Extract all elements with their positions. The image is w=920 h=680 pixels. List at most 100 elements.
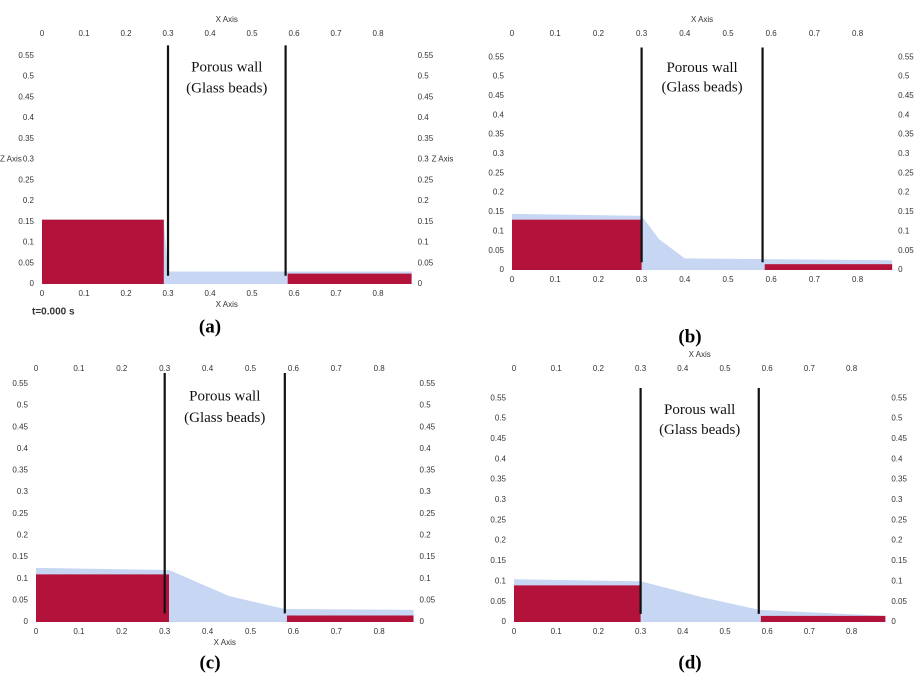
x-tick-label: 0.1 bbox=[550, 29, 562, 38]
annotation: Porous wall bbox=[664, 402, 735, 418]
x-tick-label: 0.6 bbox=[766, 29, 778, 38]
x-tick-label: 0.2 bbox=[593, 627, 605, 636]
y-tick-label: 0.05 bbox=[12, 595, 28, 604]
downstream-fluid bbox=[287, 273, 412, 284]
annotation: Porous wall bbox=[191, 60, 262, 76]
x-tick-label: 0.1 bbox=[550, 275, 562, 284]
x-axis-title: X Axis bbox=[216, 300, 238, 309]
y-tick-label: 0.4 bbox=[420, 444, 432, 453]
y-tick-label: 0.1 bbox=[898, 226, 910, 235]
x-tick-label: 0.2 bbox=[593, 275, 605, 284]
y-tick-label: 0.2 bbox=[23, 196, 35, 205]
y-tick-label: 0.45 bbox=[490, 434, 506, 443]
y-tick-label: 0.35 bbox=[18, 134, 34, 143]
x-tick-label: 0.4 bbox=[677, 627, 689, 636]
y-tick-label: 0 bbox=[24, 617, 29, 626]
x-tick-label: 0.4 bbox=[679, 29, 691, 38]
x-tick-label: 0.7 bbox=[809, 275, 821, 284]
x-tick-label: 0.4 bbox=[679, 275, 691, 284]
x-tick-label: 0.4 bbox=[202, 627, 214, 636]
y-tick-label: 0.25 bbox=[420, 509, 436, 518]
y-tick-label: 0.5 bbox=[891, 414, 903, 423]
y-tick-label: 0.5 bbox=[495, 414, 507, 423]
x-tick-label: 0.4 bbox=[677, 364, 689, 373]
y-tick-label: 0.15 bbox=[420, 552, 436, 561]
x-tick-label: 0 bbox=[510, 275, 515, 284]
x-tick-label: 0.5 bbox=[722, 275, 734, 284]
y-tick-label: 0.15 bbox=[18, 217, 34, 226]
x-tick-label: 0.6 bbox=[288, 364, 300, 373]
y-tick-label: 0.3 bbox=[898, 149, 910, 158]
x-tick-label: 0.8 bbox=[374, 364, 386, 373]
x-tick-label: 0 bbox=[40, 29, 45, 38]
y-tick-label: 0.5 bbox=[898, 72, 910, 81]
downstream-fluid bbox=[286, 615, 414, 622]
x-tick-label: 0.3 bbox=[159, 364, 171, 373]
y-tick-label: 0.45 bbox=[18, 92, 34, 101]
y-tick-label: 0.25 bbox=[898, 168, 914, 177]
y-tick-label: 0.35 bbox=[488, 130, 504, 139]
y-tick-label: 0.1 bbox=[495, 576, 507, 585]
x-tick-label: 0.4 bbox=[202, 364, 214, 373]
annotation: (Glass beads) bbox=[659, 422, 740, 438]
y-tick-label: 0.4 bbox=[891, 454, 903, 463]
y-tick-label: 0.5 bbox=[17, 401, 29, 410]
y-tick-label: 0.15 bbox=[898, 207, 914, 216]
y-tick-label: 0.55 bbox=[418, 51, 434, 60]
annotation: (Glass beads) bbox=[186, 80, 267, 96]
x-tick-label: 0.4 bbox=[204, 29, 216, 38]
annotation: Porous wall bbox=[666, 60, 737, 76]
x-tick-label: 0.2 bbox=[593, 29, 605, 38]
x-tick-label: 0 bbox=[40, 289, 45, 298]
y-tick-label: 0.05 bbox=[420, 595, 436, 604]
y-tick-label: 0.15 bbox=[490, 556, 506, 565]
y-tick-label: 0.15 bbox=[891, 556, 907, 565]
y-tick-label: 0 bbox=[420, 617, 425, 626]
y-tick-label: 0.4 bbox=[17, 444, 29, 453]
y-tick-label: 0.45 bbox=[891, 434, 907, 443]
z-axis-title: Z Axis bbox=[432, 155, 454, 164]
y-tick-label: 0.05 bbox=[490, 597, 506, 606]
y-tick-label: 0.55 bbox=[420, 379, 436, 388]
x-tick-label: 0.1 bbox=[73, 627, 85, 636]
y-tick-label: 0.5 bbox=[418, 72, 430, 81]
y-tick-label: 0.35 bbox=[420, 466, 436, 475]
y-tick-label: 0.45 bbox=[488, 91, 504, 100]
x-tick-label: 0.5 bbox=[722, 29, 734, 38]
y-tick-label: 0.1 bbox=[493, 226, 505, 235]
y-tick-label: 0.1 bbox=[17, 574, 29, 583]
annotation: Porous wall bbox=[189, 388, 260, 404]
y-tick-label: 0.25 bbox=[18, 175, 34, 184]
y-tick-label: 0.15 bbox=[418, 217, 434, 226]
x-tick-label: 0.3 bbox=[635, 364, 647, 373]
y-tick-label: 0.5 bbox=[23, 72, 35, 81]
y-tick-label: 0.2 bbox=[420, 531, 432, 540]
x-tick-label: 0.8 bbox=[852, 29, 864, 38]
caption: (b) bbox=[678, 326, 701, 347]
y-tick-label: 0.3 bbox=[495, 495, 507, 504]
y-tick-label: 0.1 bbox=[891, 576, 903, 585]
y-tick-label: 0 bbox=[418, 279, 423, 288]
x-tick-label: 0 bbox=[510, 29, 515, 38]
x-tick-label: 0 bbox=[512, 364, 517, 373]
y-tick-label: 0.2 bbox=[898, 188, 910, 197]
y-tick-label: 0.45 bbox=[12, 422, 28, 431]
time-label: t=0.000 s bbox=[32, 307, 75, 318]
x-tick-label: 0.5 bbox=[245, 364, 257, 373]
x-tick-label: 0.3 bbox=[636, 29, 648, 38]
fluid-column bbox=[36, 574, 169, 622]
annotation: (Glass beads) bbox=[184, 410, 265, 426]
x-tick-label: 0.4 bbox=[204, 289, 216, 298]
x-tick-label: 0.3 bbox=[635, 627, 647, 636]
y-tick-label: 0.25 bbox=[891, 515, 907, 524]
y-tick-label: 0.3 bbox=[420, 487, 432, 496]
y-tick-label: 0.3 bbox=[23, 155, 35, 164]
x-tick-label: 0.8 bbox=[852, 275, 864, 284]
x-tick-label: 0.5 bbox=[719, 364, 731, 373]
x-tick-label: 0.7 bbox=[331, 627, 343, 636]
x-tick-label: 0.7 bbox=[804, 627, 816, 636]
x-tick-label: 0.7 bbox=[331, 364, 343, 373]
x-tick-label: 0.5 bbox=[246, 29, 258, 38]
x-tick-label: 0.7 bbox=[809, 29, 821, 38]
